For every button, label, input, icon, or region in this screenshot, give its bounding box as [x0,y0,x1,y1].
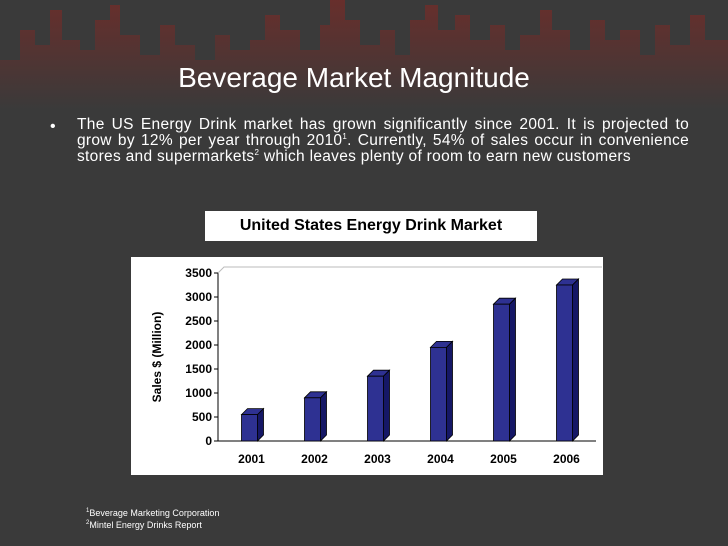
chart-title: United States Energy Drink Market [205,211,537,241]
y-tick-label: 3000 [185,290,212,304]
x-tick-label: 2001 [238,452,265,466]
bullet-text-part-2: . Currently, 54% of sales occur in conve… [77,132,689,165]
bar [304,397,321,442]
bullet-text-part-3: which leaves plenty of room to earn new … [259,148,631,165]
footnote-ref-2: 2 [254,147,260,157]
bar-side [257,407,264,442]
x-tick-label: 2004 [427,452,454,466]
footnote-marker-2: 2 [86,520,90,526]
footnote-2: 2Mintel Energy Drinks Report [86,519,219,531]
y-tick-label: 2000 [185,338,212,352]
y-tick-label: 1000 [185,386,212,400]
footnote-marker-1: 1 [86,508,90,514]
y-tick-label: 1500 [185,362,212,376]
bar [556,284,573,442]
bar-side [320,390,327,442]
bar [367,375,384,442]
bar [493,303,510,442]
city-skyline-backdrop [0,0,728,110]
y-axis-label: Sales $ (Million) [150,312,164,403]
y-tick-label: 3500 [185,266,212,280]
footnote-text-1: Beverage Marketing Corporation [89,508,220,518]
bullet-paragraph: The US Energy Drink market has grown sig… [77,117,689,165]
footnotes: 1Beverage Marketing Corporation 2Mintel … [86,507,219,531]
bar-chart: 0 500 1000 1500 2000 2500 3000 3500 Sales $ (Mil… [150,266,602,466]
bar [241,414,258,442]
bullet-marker: • [50,118,56,135]
slide-title: Beverage Market Magnitude [178,62,530,93]
bar-side [383,369,390,442]
footnote-ref-1: 1 [342,131,348,141]
y-tick-label: 500 [192,410,212,424]
y-tick-label: 0 [205,434,212,448]
chart-panel: 0 500 1000 1500 2000 2500 3000 3500 Sales $ (Mil… [131,257,603,475]
bullet-text-part-1: The US Energy Drink market has grown sig… [77,116,689,149]
x-tick-label: 2006 [553,452,580,466]
bar-side [446,340,453,442]
x-tick-label: 2003 [364,452,391,466]
footnote-1: 1Beverage Marketing Corporation [86,507,219,519]
footnote-text-2: Mintel Energy Drinks Report [89,520,202,530]
bar-side [572,278,579,442]
x-tick-label: 2005 [490,452,517,466]
bar-side [509,297,516,442]
bar [430,347,447,442]
y-tick-label: 2500 [185,314,212,328]
x-tick-label: 2002 [301,452,328,466]
chart-back-edge [217,266,602,274]
